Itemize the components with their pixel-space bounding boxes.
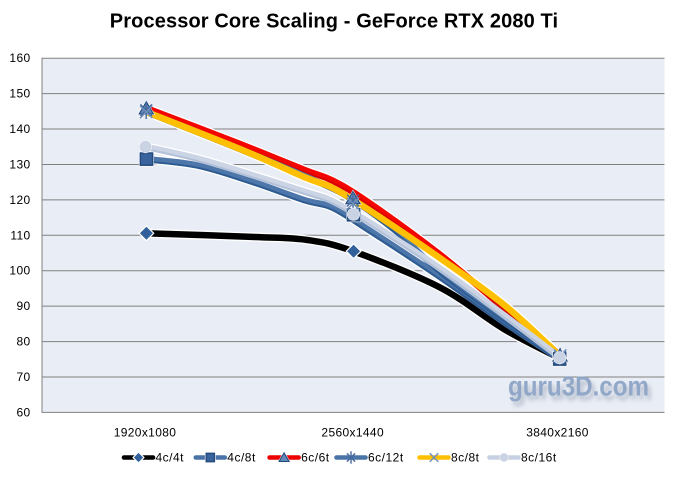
svg-text:6c/12t: 6c/12t	[368, 451, 404, 465]
svg-text:guru3D.com: guru3D.com	[508, 371, 649, 402]
svg-text:100: 100	[9, 264, 30, 278]
svg-text:1920x1080: 1920x1080	[114, 426, 177, 440]
svg-text:80: 80	[16, 335, 30, 349]
svg-text:8c/16t: 8c/16t	[521, 451, 557, 465]
svg-text:3840x2160: 3840x2160	[526, 426, 589, 440]
svg-text:110: 110	[10, 228, 30, 242]
svg-text:140: 140	[9, 122, 30, 136]
svg-text:guru3D.com: guru3D.com	[511, 375, 652, 406]
svg-text:6c/6t: 6c/6t	[301, 451, 330, 465]
svg-text:2560x1440: 2560x1440	[321, 426, 384, 440]
svg-text:150: 150	[9, 87, 30, 101]
svg-text:4c/4t: 4c/4t	[156, 451, 185, 465]
svg-text:Processor Core Scaling - GeFor: Processor Core Scaling - GeForce RTX 208…	[110, 10, 558, 32]
svg-text:90: 90	[16, 299, 30, 313]
svg-text:120: 120	[9, 193, 30, 207]
svg-text:8c/8t: 8c/8t	[451, 451, 480, 465]
svg-text:130: 130	[9, 158, 30, 172]
svg-text:70: 70	[16, 370, 30, 384]
svg-text:4c/8t: 4c/8t	[227, 451, 256, 465]
svg-text:160: 160	[9, 51, 30, 65]
svg-text:60: 60	[16, 405, 30, 419]
